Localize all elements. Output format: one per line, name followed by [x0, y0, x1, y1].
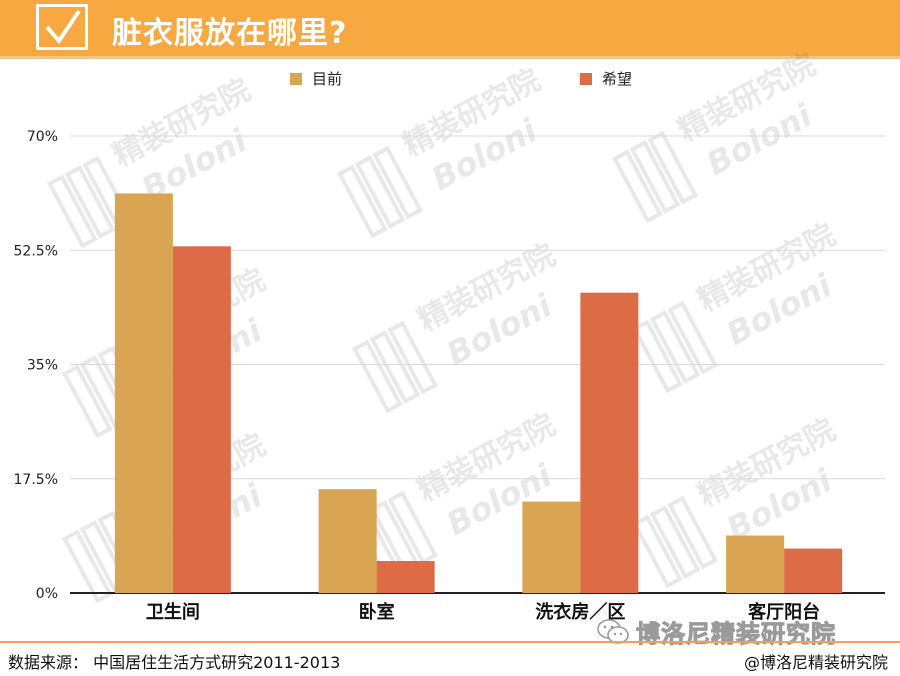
checkbox-icon [36, 4, 88, 50]
wechat-watermark-text: 博洛尼精装研究院 [636, 620, 836, 649]
bar-hope [376, 561, 435, 593]
legend-label-hope: 希望 [602, 70, 633, 88]
y-tick-label: 17.5% [14, 472, 58, 488]
y-tick-label: 0% [36, 586, 58, 602]
footer-divider [0, 641, 900, 643]
legend-swatch-current [290, 72, 302, 85]
y-tick-label: 70% [27, 129, 58, 145]
page-title: 脏衣服放在哪里? [112, 16, 348, 51]
bar-chart: 精装研究院Boloni精装研究院Boloni精装研究院Boloni精装研究院Bo… [14, 48, 885, 623]
bar-current [522, 501, 581, 593]
wechat-watermark: 博洛尼精装研究院 [596, 614, 836, 649]
bar-hope [172, 246, 231, 593]
legend-item-hope: 希望 [580, 68, 632, 89]
bar-current [318, 489, 377, 593]
wechat-icon [597, 618, 629, 644]
y-tick-label: 52.5% [14, 243, 58, 259]
x-tick-label: 卧室 [359, 601, 395, 623]
data-source: 数据来源： 中国居住生活方式研究2011-2013 [8, 653, 341, 672]
y-tick-label: 35% [27, 358, 58, 374]
bar-hope [580, 292, 639, 593]
credit-text: @博洛尼精装研究院 [743, 653, 888, 672]
legend-label-current: 目前 [312, 70, 343, 88]
legend-item-current: 目前 [290, 68, 342, 89]
x-tick-label: 洗衣房／区 [535, 601, 625, 623]
legend-swatch-hope [580, 72, 592, 85]
title-bar: 脏衣服放在哪里? [0, 0, 900, 56]
bar-hope [784, 548, 843, 593]
header-divider [0, 56, 900, 59]
bar-current [726, 535, 785, 593]
x-tick-label: 客厅阳台 [748, 601, 820, 623]
bar-current [114, 193, 173, 594]
chart-legend: 目前 希望 [0, 68, 900, 92]
x-tick-label: 卫生间 [146, 601, 200, 623]
